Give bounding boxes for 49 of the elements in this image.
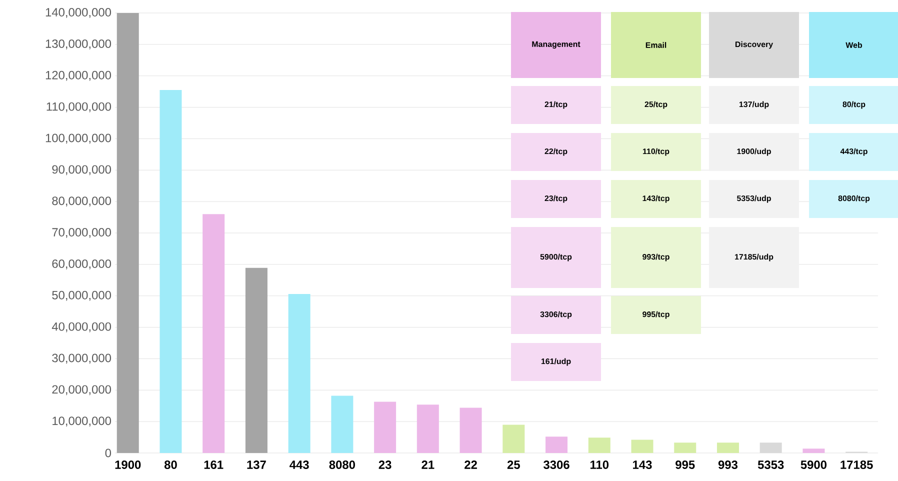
x-tick-label: 21 <box>422 460 434 469</box>
y-tick-label: 30,000,000 <box>52 354 112 364</box>
bar <box>416 404 439 453</box>
x-tick-label: 25 <box>507 460 520 469</box>
x-tick-label: 17185 <box>840 460 873 469</box>
bar <box>202 214 225 453</box>
x-tick-label: 143 <box>633 460 652 469</box>
y-tick-label: 0 <box>105 448 112 458</box>
bar <box>331 396 354 453</box>
bar <box>374 402 396 453</box>
y-tick-label: 130,000,000 <box>46 39 112 50</box>
x-tick-label: 5900 <box>800 460 827 469</box>
y-tick-label: 10,000,000 <box>52 416 112 426</box>
y-tick-label: 110,000,000 <box>46 102 112 112</box>
bar <box>160 90 182 453</box>
bar <box>631 440 654 453</box>
bar <box>802 448 825 453</box>
y-tick-label: 40,000,000 <box>52 322 112 332</box>
y-tick-label: 80,000,000 <box>52 196 112 206</box>
y-tick-label: 140,000,000 <box>46 8 112 18</box>
x-tick-label: 80 <box>164 460 177 469</box>
y-tick-label: 60,000,000 <box>52 259 112 270</box>
bar <box>502 424 525 453</box>
bar <box>716 442 739 453</box>
bar <box>460 408 482 453</box>
bar <box>245 268 268 453</box>
x-tick-label: 137 <box>247 460 266 469</box>
bar <box>116 12 139 453</box>
x-tick-label: 443 <box>290 460 309 469</box>
y-tick-label: 20,000,000 <box>52 385 112 396</box>
y-tick-label: 100,000,000 <box>46 134 112 144</box>
bar <box>288 294 310 453</box>
y-tick-label: 50,000,000 <box>52 290 112 301</box>
x-tick-label: 23 <box>378 460 392 469</box>
bar <box>588 438 610 453</box>
y-tick-label: 120,000,000 <box>46 70 112 81</box>
x-tick-label: 993 <box>718 460 738 469</box>
x-tick-label: 110 <box>590 460 609 469</box>
y-tick-label: 90,000,000 <box>52 165 112 176</box>
x-tick-label: 5353 <box>758 460 784 469</box>
x-tick-label: 995 <box>676 460 695 469</box>
y-tick-label: 70,000,000 <box>52 228 112 238</box>
x-tick-label: 22 <box>464 460 477 469</box>
x-tick-label: 3306 <box>544 460 570 469</box>
bar <box>546 436 568 453</box>
x-tick-label: 8080 <box>329 460 355 469</box>
x-tick-label: 1900 <box>115 460 141 469</box>
x-tick-label: 161 <box>204 460 224 469</box>
bar <box>674 442 696 453</box>
